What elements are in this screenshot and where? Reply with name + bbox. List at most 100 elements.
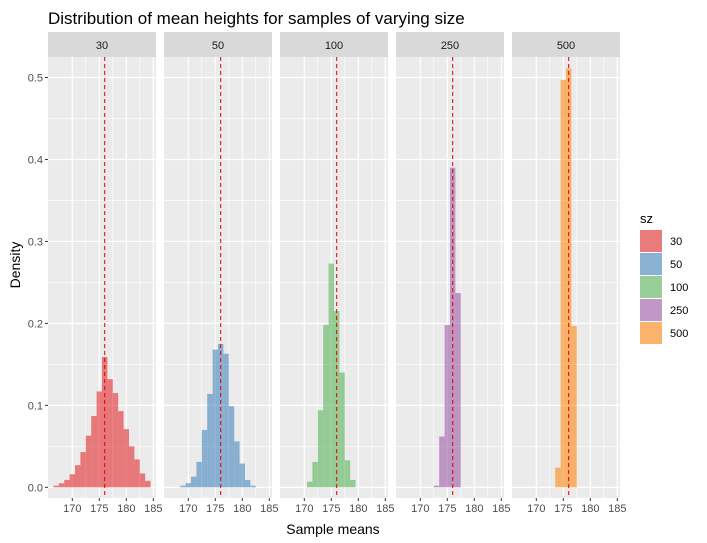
facet-panel-250: 250 <box>396 32 504 498</box>
histogram-bar <box>323 325 329 488</box>
histogram-bar <box>185 483 191 488</box>
histogram-bar <box>344 460 351 488</box>
facet-strip-label: 30 <box>96 40 108 52</box>
y-axis-title: Density <box>7 242 23 289</box>
histogram-bar <box>118 411 124 488</box>
x-tick-label: 175 <box>554 503 572 515</box>
histogram-bar <box>58 483 65 488</box>
facet-strip-label: 100 <box>325 40 343 52</box>
facet-strip <box>512 32 620 57</box>
histogram-bar <box>439 436 445 488</box>
y-tick-label: 0.0 <box>28 482 43 494</box>
chart-title: Distribution of mean heights for samples… <box>48 9 465 28</box>
histogram-bar <box>112 393 119 488</box>
histogram-bar <box>134 459 140 488</box>
facet-panel-500: 500 <box>512 32 620 498</box>
histogram-bar <box>455 293 461 488</box>
histogram-bar <box>433 485 440 488</box>
facet-strip <box>164 32 272 57</box>
histogram-bar <box>571 325 577 488</box>
legend-item: 50 <box>640 253 682 275</box>
x-tick-label: 185 <box>608 503 626 515</box>
facet-panel-30: 30 <box>48 32 156 498</box>
facet-panels: 30 50 100 250 500 <box>48 32 620 498</box>
x-tick-label: 170 <box>295 503 313 515</box>
x-tick-label: 170 <box>63 503 81 515</box>
y-tick-label: 0.3 <box>28 236 43 248</box>
legend-key <box>640 322 662 344</box>
x-tick-label: 180 <box>117 503 135 515</box>
legend-key <box>640 253 662 275</box>
histogram-bar <box>339 372 345 488</box>
legend-title: sz <box>640 211 653 226</box>
x-axis-title: Sample means <box>286 521 379 537</box>
legend-label: 500 <box>670 328 688 340</box>
histogram-bar <box>307 481 313 488</box>
histogram-bar <box>560 79 566 488</box>
x-tick-label: 170 <box>411 503 429 515</box>
histogram-bar <box>250 485 256 488</box>
histogram-bar <box>239 463 245 488</box>
histogram-bar <box>334 311 340 488</box>
facet-panel-50: 50 <box>164 32 272 498</box>
histogram-bar <box>64 479 70 488</box>
legend-label: 30 <box>670 236 682 248</box>
histogram-bar <box>107 379 113 488</box>
facet-strip-label: 500 <box>557 40 575 52</box>
facet-strip-label: 50 <box>212 40 224 52</box>
histogram-bar <box>196 461 202 488</box>
x-tick-label: 175 <box>322 503 340 515</box>
x-tick-label: 180 <box>349 503 367 515</box>
legend-key <box>640 276 662 298</box>
histogram-bar <box>85 435 92 488</box>
histogram-bar <box>145 480 151 488</box>
y-tick-label: 0.5 <box>28 72 43 84</box>
histogram-bar <box>201 429 208 488</box>
histogram-bar <box>207 393 213 488</box>
legend-item: 250 <box>640 299 688 321</box>
legend-label: 250 <box>670 305 688 317</box>
histogram-bar <box>91 416 97 488</box>
x-axis: 170 175 180 185 170 175 180 185 170 175 180 185 170 1… <box>63 498 626 515</box>
legend-item: 100 <box>640 276 688 298</box>
y-tick-label: 0.2 <box>28 318 43 330</box>
x-tick-label: 185 <box>492 503 510 515</box>
histogram-bar <box>228 406 235 488</box>
x-tick-label: 185 <box>144 503 162 515</box>
facet-strip <box>396 32 504 57</box>
legend-item: 500 <box>640 322 688 344</box>
histogram-bar <box>350 479 356 488</box>
facet-strip <box>48 32 156 57</box>
histogram-bar <box>139 473 146 488</box>
histogram-bar <box>450 167 456 488</box>
histogram-bar <box>328 263 334 488</box>
histogram-bar <box>245 479 251 488</box>
histogram-bar <box>317 410 324 488</box>
x-tick-label: 175 <box>206 503 224 515</box>
x-tick-label: 185 <box>376 503 394 515</box>
histogram-bar <box>191 476 197 488</box>
histogram-bar <box>312 461 318 488</box>
legend-key <box>640 230 662 252</box>
legend-item: 30 <box>640 230 682 252</box>
legend-key <box>640 299 662 321</box>
facet-strip-label: 250 <box>441 40 459 52</box>
x-tick-label: 170 <box>527 503 545 515</box>
x-tick-label: 170 <box>179 503 197 515</box>
x-tick-label: 180 <box>581 503 599 515</box>
histogram-bar <box>234 441 240 488</box>
histogram-bar <box>75 465 81 488</box>
histogram-bar <box>129 446 135 488</box>
histogram-bar <box>53 485 59 488</box>
histogram-bar <box>555 467 561 488</box>
x-tick-label: 185 <box>260 503 278 515</box>
facet-strip <box>280 32 388 57</box>
legend: sz 30 50 100 250 500 <box>640 211 688 344</box>
histogram-bar <box>212 349 218 488</box>
y-tick-label: 0.4 <box>28 154 43 166</box>
facet-panel-100: 100 <box>280 32 388 498</box>
y-tick-label: 0.1 <box>28 400 43 412</box>
histogram-bar <box>80 452 86 488</box>
histogram-bar <box>96 391 102 488</box>
